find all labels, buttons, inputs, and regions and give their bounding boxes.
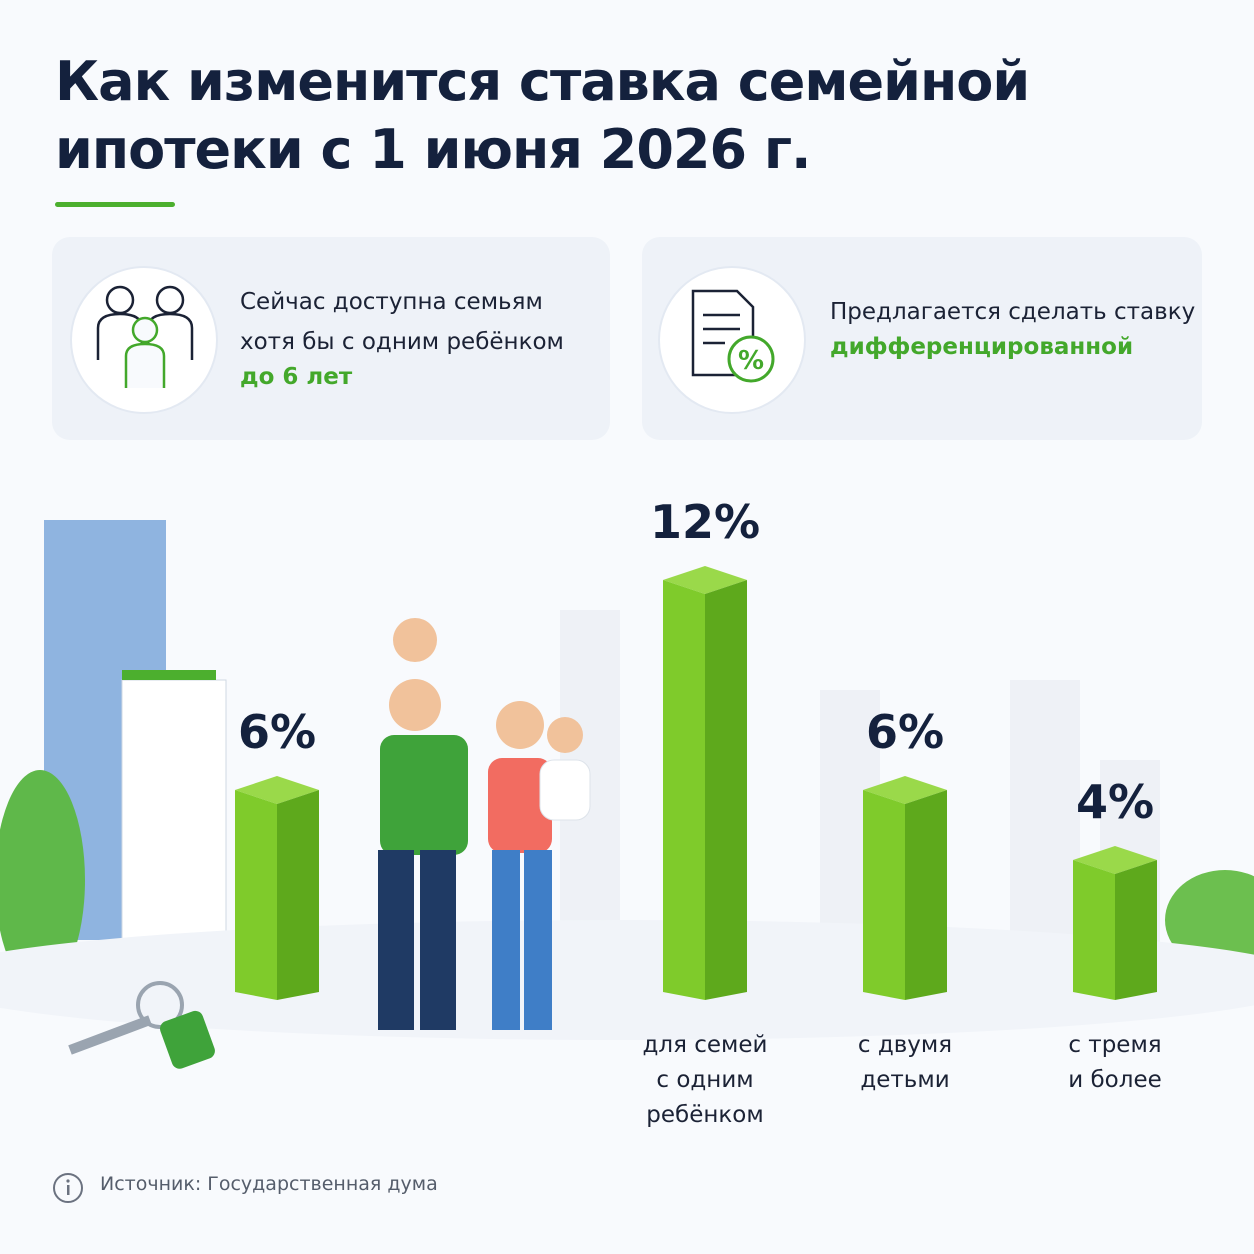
value-label: 4%: [1076, 775, 1154, 829]
bar-side: [277, 790, 319, 1000]
card-highlight: дифференцированной: [830, 334, 1134, 360]
bar-side: [705, 580, 747, 1000]
svg-text:%: %: [738, 346, 764, 376]
title-underline: [55, 202, 175, 207]
bar-side: [905, 790, 947, 1000]
value-label: 12%: [650, 495, 760, 549]
bar: [663, 580, 705, 1000]
bar: [235, 790, 277, 1000]
source: Источник: Государственная дума: [100, 1173, 438, 1195]
card-text: Сейчас доступна семьям хотя бы с одним р…: [240, 289, 564, 355]
category-label: с двумя детьми: [858, 1032, 952, 1093]
value-label: 6%: [238, 705, 316, 759]
keys-icon: [68, 981, 215, 1069]
card-highlight: до 6 лет: [240, 364, 353, 390]
card-text: Предлагается сделать ставку: [830, 299, 1196, 325]
background-scene: [0, 520, 1254, 1069]
bar: [863, 790, 905, 1000]
info-icon: [53, 1173, 83, 1203]
title: Как изменится ставка семейной ипотеки с …: [55, 50, 1030, 181]
document-icon: %: [691, 289, 775, 383]
bar: [1073, 860, 1115, 1000]
bar-side: [1115, 860, 1157, 1000]
family-illustration: [378, 618, 591, 1030]
category-label: для семей с одним ребёнком: [643, 1032, 768, 1128]
chart: 6% 12% для семей с одним ребёнком 6% с двумя де…: [0, 495, 1254, 1128]
value-label: 6%: [866, 705, 944, 759]
family-icon: [96, 285, 194, 388]
category-label: с тремя и более: [1068, 1032, 1162, 1093]
